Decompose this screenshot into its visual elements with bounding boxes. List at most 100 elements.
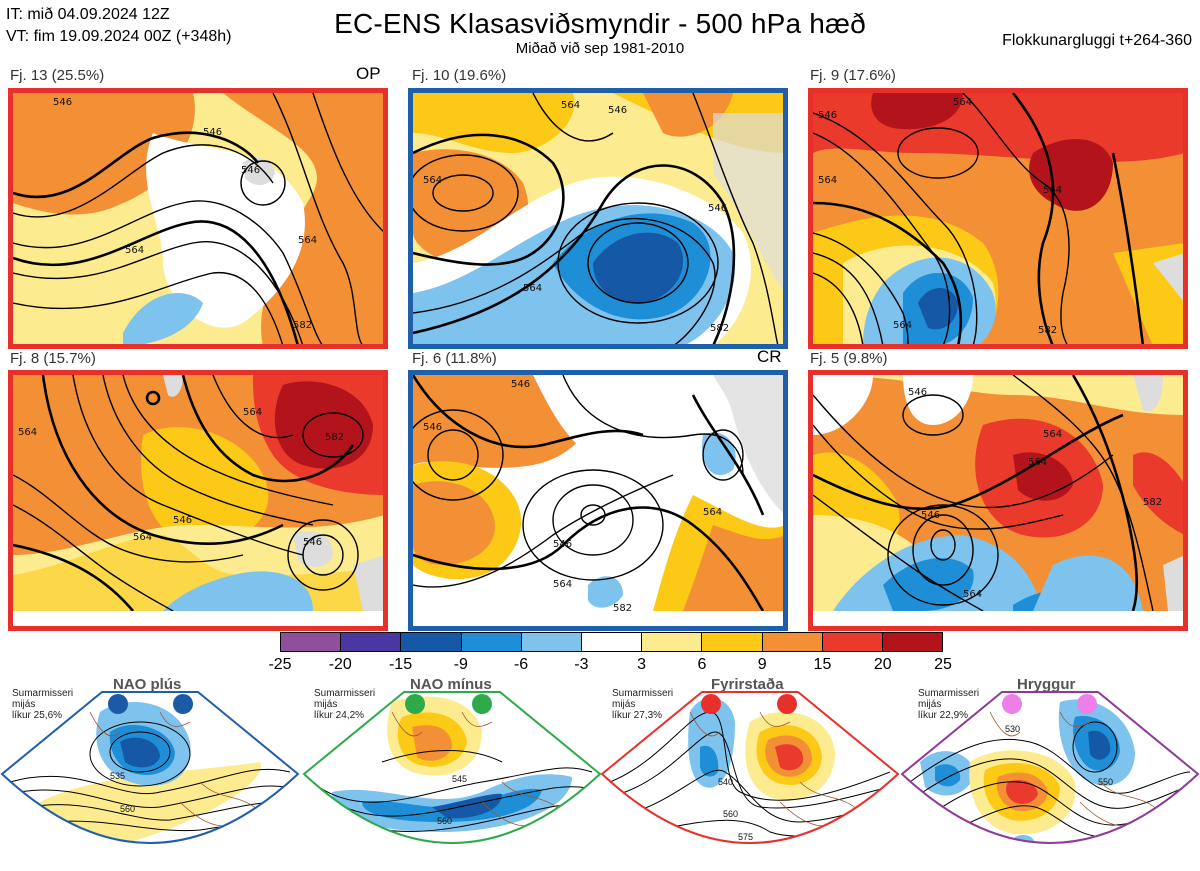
cluster-tag: CR — [757, 347, 782, 366]
note-line: Sumarmisseri — [314, 688, 376, 699]
note-line: Sumarmisseri — [918, 688, 980, 699]
regime-dot — [1002, 694, 1022, 714]
regime-dot — [405, 694, 425, 714]
regime-dot — [173, 694, 193, 714]
regime-title: NAO plús — [113, 676, 182, 693]
colorbar-cell — [281, 633, 341, 651]
regime-note: Sumarmisseri mijás líkur 27,3% — [612, 688, 673, 721]
contour-label: 560 — [723, 809, 738, 819]
contour-label: 545 — [452, 774, 467, 784]
regime-dot — [1077, 694, 1097, 714]
contour-label: 546 — [173, 515, 192, 526]
colorbar-tick-label: 15 — [813, 656, 832, 673]
colorbar-cell — [761, 633, 822, 651]
note-line: líkur 22,9% — [918, 710, 969, 721]
note-line: líkur 27,3% — [612, 710, 663, 721]
regime-dot — [701, 694, 721, 714]
contour-label: 540 — [718, 777, 733, 787]
contour-label: 546 — [303, 537, 322, 548]
classification-window: Flokkunargluggi t+264-360 — [1002, 32, 1192, 49]
contour-label: 564 — [523, 283, 542, 294]
contour-label: 582 — [613, 603, 632, 611]
contour-label: 582 — [293, 320, 312, 331]
anomaly-map: 546 546 546 564 564 582 — [13, 93, 383, 344]
anomaly-map: 564 564 546 564 546 582 — [413, 93, 783, 344]
contour-label: 546 — [241, 165, 260, 176]
colorbar-cell — [460, 633, 521, 651]
cluster-map-8: 564 546 564 564 582 546 — [8, 370, 388, 631]
note-line: Sumarmisseri — [612, 688, 674, 699]
regime-map: 530 550 575 — [900, 691, 1200, 844]
note-line: líkur 24,2% — [314, 710, 365, 721]
contour-label: 535 — [110, 771, 125, 781]
colorbar-tick-label: 3 — [637, 656, 647, 673]
contour-label: 564 — [423, 175, 442, 186]
regime-note: Sumarmisseri mijás líkur 22,9% — [918, 688, 979, 721]
regime-title: NAO mínus — [410, 676, 492, 693]
regime-ridge: Hryggur Sumarmisseri mijás líkur 22,9% — [900, 672, 1200, 871]
note-line: mijás — [612, 699, 636, 710]
colorbar-cell — [340, 633, 401, 651]
contour-label: 564 — [1043, 185, 1062, 196]
contour-label: 575 — [738, 832, 753, 842]
regime-dot — [777, 694, 797, 714]
contour-label: 564 — [125, 245, 144, 256]
note-line: mijás — [314, 699, 338, 710]
colorbar-tick-label: -6 — [513, 656, 529, 673]
regime-title: Fyrirstaða — [711, 676, 784, 693]
colorbar-cell — [641, 633, 702, 651]
contour-label: 564 — [133, 532, 152, 543]
cluster-tag: OP — [356, 64, 381, 83]
contour-label: 564 — [561, 100, 580, 111]
contour-label: 560 — [437, 816, 452, 826]
page-subtitle: Miðað við sep 1981-2010 — [515, 40, 685, 57]
cluster-map-9: 546 564 564 564 582 564 — [808, 88, 1188, 349]
page-title: EC-ENS Klasasviðsmyndir - 500 hPa hæð — [334, 8, 866, 39]
regime-blocking: Fyrirstaða Sumarmisseri mijás líkur 27,3… — [600, 672, 900, 871]
note-line: Sumarmisseri — [12, 688, 74, 699]
contour-label: 564 — [18, 427, 37, 438]
contour-label: 546 — [53, 97, 72, 108]
colorbar-tick-label: -20 — [328, 656, 352, 673]
regime-nao-minus: NAO mínus Sumarmisseri mijás líkur 24,2% — [302, 672, 602, 871]
regime-title: Hryggur — [1017, 676, 1076, 693]
contour-label: 564 — [1043, 429, 1062, 440]
colorbar-tick-label: 20 — [873, 656, 892, 673]
contour-label: 560 — [120, 804, 135, 814]
colorbar-tick-label: 9 — [757, 656, 767, 673]
regime-map: 540 560 575 — [600, 691, 900, 844]
valid-time: VT: fim 19.09.2024 00Z (+348h) — [6, 28, 232, 45]
colorbar-tick-label: -25 — [268, 656, 292, 673]
note-line: líkur 25,6% — [12, 710, 63, 721]
contour-label: 582 — [325, 432, 344, 443]
colorbar-cell — [520, 633, 581, 651]
regime-dot — [472, 694, 492, 714]
contour-label: 564 — [298, 235, 317, 246]
contour-label: 546 — [511, 379, 530, 390]
colorbar-cell — [580, 633, 642, 651]
contour-label: 564 — [893, 320, 912, 331]
contour-label: 550 — [1098, 777, 1113, 787]
regime-note: Sumarmisseri mijás líkur 24,2% — [314, 688, 375, 721]
contour-label: 546 — [608, 105, 627, 116]
init-time: IT: mið 04.09.2024 12Z — [6, 6, 170, 23]
contour-label: 564 — [818, 175, 837, 186]
colorbar-tick-label: 25 — [934, 656, 952, 673]
colorbar-cell — [881, 633, 943, 651]
cluster-label: Fj. 10 (19.6%) — [412, 67, 507, 84]
anomaly-map: 546 546 564 564 582 564 — [813, 375, 1183, 611]
cluster-label: Fj. 6 (11.8%) — [412, 350, 497, 367]
contour-label: 546 — [921, 510, 940, 521]
colorbar-tick-label: 6 — [697, 656, 707, 673]
contour-label: 530 — [1005, 724, 1020, 734]
anomaly-map: 564 546 564 564 582 546 — [13, 375, 383, 611]
anomaly-map: 546 564 564 564 582 564 — [813, 93, 1183, 344]
colorbar-tick-label: -15 — [388, 656, 413, 673]
note-line: mijás — [918, 699, 942, 710]
contour-label: 546 — [553, 539, 572, 550]
cluster-label: Fj. 9 (17.6%) — [810, 67, 896, 84]
note-line: mijás — [12, 699, 36, 710]
contour-label: 564 — [953, 97, 972, 108]
contour-label: 582 — [710, 323, 729, 334]
contour-label: 546 — [908, 387, 927, 398]
